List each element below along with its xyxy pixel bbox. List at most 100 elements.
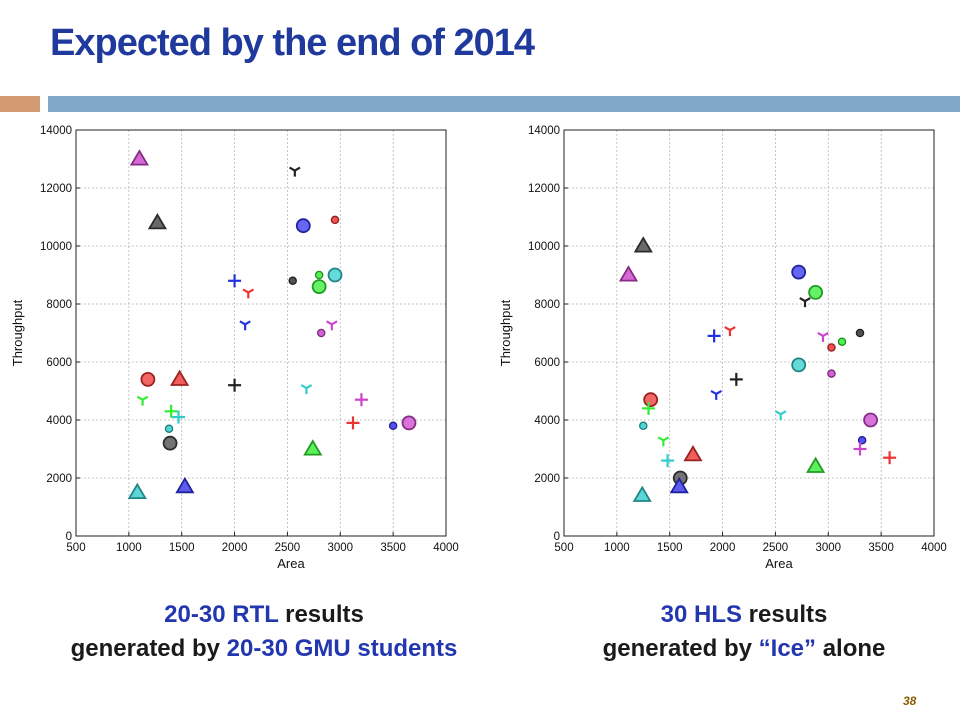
data-point-triangle bbox=[175, 476, 195, 494]
data-point-plus bbox=[228, 274, 242, 288]
y-tick-label: 12000 bbox=[40, 183, 72, 195]
y-tick-label: 4000 bbox=[534, 415, 560, 427]
accent-bar-left bbox=[0, 96, 40, 112]
data-point-circle_s bbox=[288, 276, 297, 286]
y-tick-label: 6000 bbox=[534, 357, 560, 369]
caption-left-line1: 20-30 RTL results bbox=[164, 601, 364, 628]
x-tick-label: 3500 bbox=[380, 542, 406, 554]
data-point-circle bbox=[162, 435, 178, 451]
data-point-tri_down bbox=[242, 288, 255, 299]
data-point-tri_down bbox=[136, 395, 149, 406]
data-point-circle bbox=[808, 284, 824, 300]
plot-area bbox=[564, 130, 934, 536]
data-point-triangle bbox=[618, 265, 639, 282]
x-tick-label: 500 bbox=[554, 542, 573, 554]
y-tick-label: 8000 bbox=[46, 299, 72, 311]
plot-frame bbox=[563, 129, 935, 537]
y-tick-label: 0 bbox=[66, 531, 72, 543]
data-point-tri_down bbox=[774, 410, 787, 421]
y-tick-label: 10000 bbox=[40, 241, 72, 253]
x-tick-label: 4000 bbox=[433, 542, 459, 554]
x-axis-label: Area bbox=[277, 556, 305, 571]
data-point-tri_down bbox=[326, 320, 338, 331]
data-point-plus bbox=[346, 416, 360, 430]
scatter-chart-hls: 500 1000 1500 2000 2500 3000 3500 4000 0 2000 4000… bbox=[498, 125, 947, 571]
data-point-plus bbox=[707, 329, 721, 343]
data-point-triangle bbox=[669, 476, 689, 494]
x-tick-label: 2500 bbox=[763, 542, 789, 554]
x-tick-label: 1500 bbox=[169, 542, 195, 554]
data-point-plus bbox=[729, 372, 743, 386]
data-point-circle_s bbox=[827, 369, 836, 378]
y-tick-label: 8000 bbox=[534, 299, 560, 311]
y-tick-label: 14000 bbox=[528, 125, 560, 137]
y-axis-label: Throughput bbox=[10, 299, 25, 366]
data-point-plus bbox=[661, 454, 675, 468]
y-tick-label: 0 bbox=[554, 531, 560, 543]
page-title: Expected by the end of 2014 bbox=[50, 22, 535, 64]
data-point-circle_s bbox=[314, 270, 324, 280]
x-tick-label: 2500 bbox=[275, 542, 301, 554]
x-tick-label: 2000 bbox=[710, 542, 736, 554]
y-tick-label: 2000 bbox=[46, 473, 72, 485]
data-point-circle_s bbox=[330, 215, 340, 225]
data-point-plus bbox=[164, 404, 178, 418]
x-tick-label: 500 bbox=[66, 542, 85, 554]
data-point-circle bbox=[791, 357, 807, 373]
y-tick-label: 12000 bbox=[528, 183, 560, 195]
data-point-triangle bbox=[683, 445, 703, 462]
data-point-circle bbox=[140, 371, 156, 387]
data-point-plus bbox=[853, 442, 867, 456]
data-point-circle bbox=[401, 415, 417, 431]
caption-left-line2: generated by 20-30 GMU students bbox=[70, 635, 458, 662]
data-point-circle bbox=[311, 279, 327, 295]
x-tick-label: 1000 bbox=[116, 542, 142, 554]
data-point-triangle bbox=[303, 439, 323, 456]
y-tick-label: 10000 bbox=[528, 241, 560, 253]
data-point-plus bbox=[883, 451, 897, 465]
data-point-tri_down bbox=[289, 166, 301, 177]
data-point-triangle bbox=[806, 456, 826, 473]
x-tick-label: 3000 bbox=[327, 542, 353, 554]
data-point-triangle bbox=[170, 369, 190, 386]
data-point-plus bbox=[172, 410, 186, 424]
y-tick-label: 4000 bbox=[46, 415, 72, 427]
data-point-triangle bbox=[129, 149, 150, 166]
data-point-circle bbox=[791, 264, 807, 280]
data-point-tri_down bbox=[239, 320, 251, 331]
data-point-circle_s bbox=[388, 421, 398, 431]
x-tick-label: 3500 bbox=[868, 542, 894, 554]
data-point-triangle bbox=[632, 485, 652, 502]
x-tick-label: 3000 bbox=[815, 542, 841, 554]
data-point-tri_down bbox=[710, 389, 722, 400]
x-tick-label: 1000 bbox=[604, 542, 630, 554]
data-point-tri_down bbox=[300, 384, 313, 395]
caption-right-line1: 30 HLS results bbox=[660, 601, 828, 628]
plot-area bbox=[76, 130, 446, 536]
data-point-plus bbox=[642, 401, 656, 415]
x-tick-label: 4000 bbox=[921, 542, 947, 554]
data-point-circle_s bbox=[827, 343, 836, 352]
x-tick-label: 1500 bbox=[657, 542, 683, 554]
caption-right-line2: generated by “Ice” alone bbox=[602, 635, 886, 662]
caption-left: 20-30 RTL results generated by 20-30 GMU… bbox=[44, 598, 484, 666]
data-point-circle_s bbox=[855, 328, 865, 338]
data-point-circle_s bbox=[837, 337, 847, 346]
y-tick-label: 14000 bbox=[40, 125, 72, 137]
page-number: 38 bbox=[903, 694, 917, 708]
x-tick-label: 2000 bbox=[222, 542, 248, 554]
accent-bar-right bbox=[48, 96, 960, 112]
x-axis-label: Area bbox=[765, 556, 793, 571]
y-tick-label: 6000 bbox=[46, 357, 72, 369]
data-point-tri_down bbox=[724, 326, 736, 337]
data-point-tri_down bbox=[799, 297, 811, 308]
plot-frame bbox=[75, 129, 447, 537]
data-point-circle bbox=[295, 218, 311, 234]
data-point-circle bbox=[863, 412, 878, 428]
caption-right: 30 HLS results generated by “Ice” alone bbox=[524, 598, 960, 666]
data-point-triangle bbox=[633, 236, 653, 253]
data-point-triangle bbox=[127, 482, 147, 500]
data-point-circle_s bbox=[639, 421, 648, 431]
data-point-plus bbox=[354, 393, 368, 407]
y-tick-label: 2000 bbox=[534, 473, 560, 485]
